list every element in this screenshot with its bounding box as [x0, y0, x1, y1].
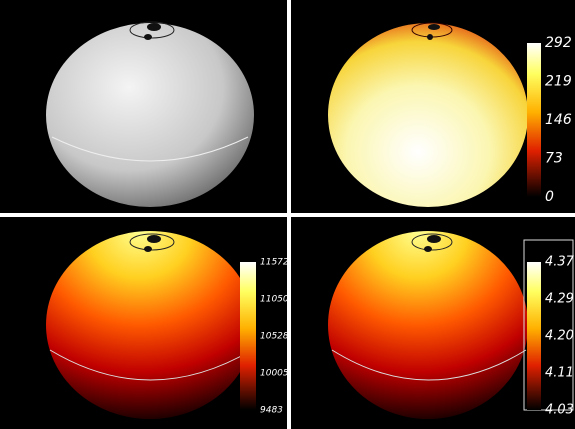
colorbar-tick-label: 9483 — [260, 406, 283, 416]
colorbar-tick-label: 292 — [545, 35, 572, 51]
colorbar-tick-label: 10528 — [260, 332, 289, 342]
visualization: 292 219 146 73 0 11572 11050 10528 10005 9483 4.37… — [0, 0, 575, 429]
sphere — [328, 23, 528, 207]
sphere — [46, 22, 254, 207]
colorbar-tick-label: 11050 — [260, 295, 289, 305]
colorbar-tick-label: 219 — [545, 74, 572, 90]
colorbar — [527, 43, 541, 197]
sphere — [46, 231, 254, 419]
colorbar-tick-label: 4.03 — [545, 403, 574, 418]
colorbar-tick-label: 146 — [545, 112, 572, 128]
sphere — [328, 231, 528, 419]
colorbar-tick-label: 11572 — [260, 258, 289, 268]
colorbar-tick-label: 73 — [545, 151, 563, 167]
colorbar-tick-label: 4.20 — [545, 329, 574, 344]
colorbar — [240, 262, 256, 410]
colorbar-tick-label: 4.11 — [545, 366, 574, 381]
colorbar — [527, 262, 541, 410]
colorbar-tick-label: 4.37 — [545, 255, 575, 270]
colorbar-tick-label: 0 — [545, 189, 554, 205]
colorbar-tick-label: 10005 — [260, 369, 289, 379]
colorbar-tick-label: 4.29 — [545, 292, 574, 307]
